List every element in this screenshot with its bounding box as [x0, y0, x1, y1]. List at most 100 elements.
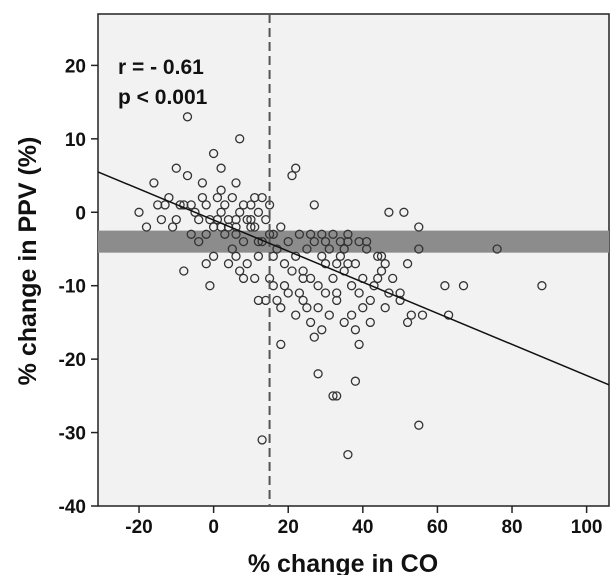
data-point	[335, 236, 346, 247]
data-point	[190, 207, 200, 217]
x-tick-label: 40	[352, 517, 373, 538]
data-point	[287, 266, 297, 276]
data-point	[216, 163, 226, 173]
data-point	[212, 192, 223, 203]
data-point	[343, 229, 353, 239]
data-point	[283, 236, 293, 247]
data-point	[399, 207, 409, 217]
data-point	[231, 214, 241, 225]
data-point	[235, 134, 245, 144]
data-point	[320, 259, 331, 269]
x-tick-label: 0	[208, 517, 219, 538]
data-point	[402, 259, 413, 269]
data-point	[231, 178, 241, 188]
data-point	[537, 281, 547, 291]
data-point	[291, 163, 301, 173]
data-points-layer	[134, 112, 547, 460]
data-point	[272, 295, 282, 306]
data-point	[238, 273, 249, 284]
data-point	[223, 259, 234, 269]
data-point	[317, 251, 327, 261]
data-point	[287, 170, 297, 181]
data-point	[313, 281, 323, 291]
data-point	[332, 391, 342, 401]
axes-layer: -20 0 20 40 60 80 100 -40 -30 -20 -10 0 10 20	[59, 56, 603, 538]
data-point	[354, 339, 364, 350]
x-tick-label: 20	[278, 517, 299, 538]
data-point	[313, 369, 323, 379]
data-point	[402, 317, 413, 328]
data-point	[309, 332, 319, 342]
data-point	[376, 266, 387, 276]
data-point	[238, 236, 249, 247]
data-point	[261, 214, 271, 225]
data-point	[298, 273, 308, 284]
data-point	[227, 192, 237, 203]
data-point	[167, 222, 178, 232]
data-point	[294, 288, 305, 298]
y-tick-label: -10	[59, 277, 86, 298]
data-point	[332, 295, 342, 306]
data-point	[332, 259, 342, 269]
data-point	[414, 222, 424, 232]
data-point	[253, 295, 264, 306]
data-point	[395, 295, 405, 306]
data-point	[343, 259, 353, 269]
y-tick-label: -30	[59, 424, 86, 445]
reference-lines-layer	[97, 14, 610, 506]
data-point	[201, 200, 211, 210]
data-point	[194, 236, 204, 247]
data-point	[343, 449, 353, 460]
data-point	[458, 281, 469, 291]
data-point	[182, 112, 193, 122]
data-point	[253, 207, 264, 217]
data-point	[440, 281, 450, 291]
data-point	[328, 391, 338, 401]
data-point	[346, 281, 357, 291]
data-point	[309, 200, 319, 210]
data-point	[320, 288, 331, 298]
data-point	[492, 244, 502, 254]
data-point	[250, 192, 260, 203]
data-point	[141, 222, 152, 232]
data-point	[227, 244, 237, 254]
data-point	[220, 229, 230, 239]
data-point	[317, 325, 327, 335]
p-value-annotation: p < 0.001	[118, 86, 208, 109]
data-point	[335, 251, 346, 261]
data-point	[231, 251, 241, 261]
y-tick-label: -20	[59, 350, 86, 371]
data-point	[365, 317, 375, 328]
data-point	[205, 281, 215, 291]
data-point	[197, 178, 208, 188]
data-point	[305, 317, 316, 328]
data-point	[361, 236, 372, 247]
data-point	[279, 281, 290, 291]
x-tick-label: -20	[125, 517, 152, 538]
data-point	[417, 310, 428, 320]
data-point	[346, 310, 357, 320]
data-point	[235, 207, 245, 217]
data-point	[208, 251, 219, 261]
data-point	[149, 178, 159, 188]
y-tick-label: 20	[65, 56, 86, 77]
data-point	[186, 229, 196, 239]
data-point	[231, 229, 241, 239]
data-point	[134, 207, 144, 217]
data-point	[376, 251, 387, 261]
data-point	[317, 229, 327, 239]
data-point	[339, 317, 349, 328]
data-point	[406, 310, 416, 320]
data-point	[253, 251, 264, 261]
data-point	[283, 288, 293, 298]
data-point	[414, 420, 424, 430]
data-point	[365, 295, 375, 306]
data-point	[294, 229, 305, 239]
data-point	[179, 266, 189, 276]
data-point	[246, 200, 256, 210]
data-point	[272, 244, 282, 254]
data-point	[328, 229, 338, 239]
data-point	[324, 244, 334, 254]
